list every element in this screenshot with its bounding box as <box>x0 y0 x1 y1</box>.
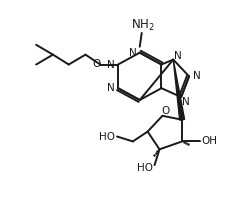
Text: HO: HO <box>137 163 153 173</box>
Text: HO: HO <box>99 132 115 142</box>
Text: NH$_2$: NH$_2$ <box>131 18 155 33</box>
Text: O: O <box>161 106 169 116</box>
Text: OH: OH <box>202 136 218 146</box>
Text: N: N <box>107 60 115 69</box>
Text: N: N <box>182 97 190 107</box>
Text: N: N <box>107 83 115 93</box>
Text: N: N <box>129 48 137 58</box>
Polygon shape <box>173 60 185 120</box>
Text: O: O <box>92 59 100 68</box>
Text: N: N <box>193 71 201 81</box>
Text: N: N <box>174 51 182 61</box>
